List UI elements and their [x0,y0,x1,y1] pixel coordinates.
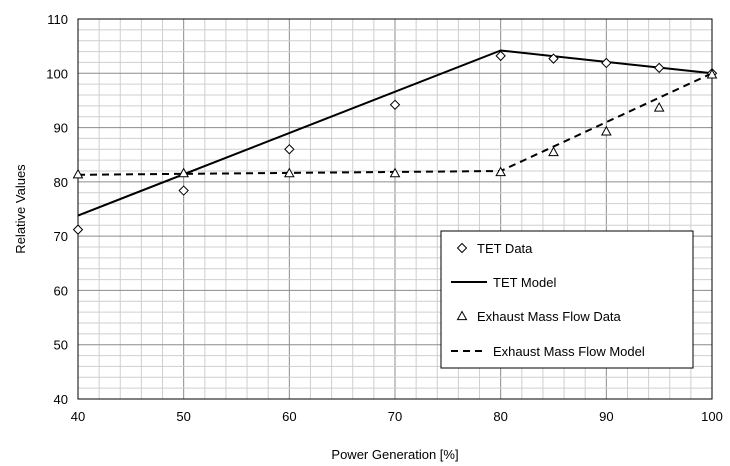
exhaust-mass-flow-data-point [389,167,401,178]
axes [77,18,713,400]
y-tick-label: 110 [47,12,68,27]
legend-triangle-marker [456,310,468,321]
exhaust-mass-flow-data-point [72,168,84,179]
legend-label: Exhaust Mass Flow Model [493,344,645,359]
tet-data-point [389,99,401,110]
legend-item: Exhaust Mass Flow Data [456,309,622,324]
legend: TET Data TET Model Exhaust Mass Flow Data E… [440,230,694,369]
tet-data-point [178,185,189,196]
x-axis-title: Power Generation [%] [331,447,458,462]
exhaust-mass-flow-data-point [548,146,559,157]
exhaust-mass-flow-data-point [178,167,190,178]
tet-data-point [548,53,559,64]
tick-labels: 40 50 60 70 80 90 100 40 50 60 70 80 90 100 110 [46,12,723,424]
y-tick-label: 50 [54,338,68,353]
y-tick-label: 100 [46,66,68,81]
legend-diamond-marker [456,242,468,254]
tet-data-point [72,224,84,235]
tet-data-point [601,57,612,69]
y-tick-label: 80 [54,175,68,190]
tet-data-point [284,144,295,155]
y-tick-label: 70 [54,229,68,244]
y-tick-label: 40 [54,392,68,407]
x-tick-label: 60 [282,409,296,424]
series-layer [72,49,718,235]
x-tick-label: 40 [71,409,85,424]
exhaust-mass-flow-data-point [495,166,507,177]
legend-box [440,230,694,369]
x-tick-label: 90 [599,409,613,424]
legend-label: TET Model [493,275,556,290]
exhaust-mass-flow-data-point [600,125,612,136]
legend-item: Exhaust Mass Flow Model [451,344,645,359]
y-tick-label: 90 [54,121,68,136]
x-tick-label: 50 [176,409,190,424]
legend-label: TET Data [477,241,533,256]
x-tick-label: 80 [493,409,507,424]
tet-data-point [495,50,506,62]
legend-item: TET Model [451,275,556,290]
x-tick-label: 100 [701,409,723,424]
y-tick-label: 60 [54,283,68,298]
x-tick-label: 70 [388,409,402,424]
exhaust-mass-flow-data-point [653,101,665,112]
tet-data-point [653,62,665,74]
plot-frame [77,18,713,400]
legend-item: TET Data [456,241,533,256]
exhaust-mass-flow-data-point [283,167,295,178]
tet-model-line [77,49,713,217]
legend-label: Exhaust Mass Flow Data [477,309,622,324]
exhaust-mass-flow-data-point [706,68,718,79]
y-axis-title: Relative Values [13,164,28,254]
